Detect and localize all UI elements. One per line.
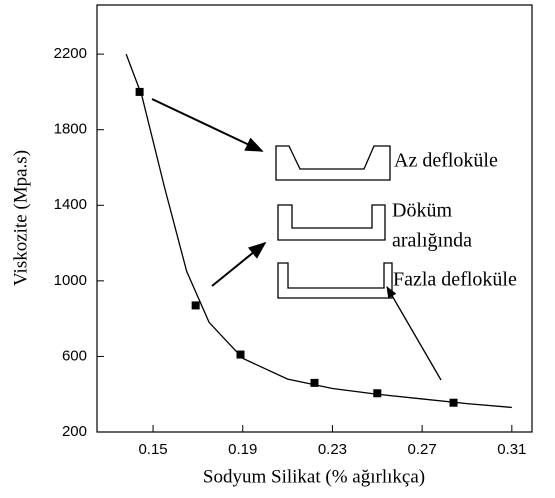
annotation: Fazla defloküle xyxy=(393,269,517,291)
data-point xyxy=(237,351,245,359)
data-point xyxy=(192,301,200,309)
annotation: Döküm xyxy=(392,200,452,222)
y-tick-label: 600 xyxy=(62,347,87,364)
arrow xyxy=(387,287,441,380)
chart: Sodyum Silikat (% ağırlıkça) Viskozite (… xyxy=(0,0,555,498)
y-tick-label: 1400 xyxy=(54,196,87,213)
mold-diagram xyxy=(278,263,392,298)
x-tick-label: 0.23 xyxy=(318,441,347,458)
annotation: aralığında xyxy=(392,230,472,252)
y-tick-label: 200 xyxy=(62,423,87,440)
x-axis-label: Sodyum Silikat (% ağırlıkça) xyxy=(203,466,425,487)
annotation: Az defloküle xyxy=(394,150,498,172)
mold-diagram xyxy=(276,146,390,180)
y-axis-label: Viskozite (Mpa.s) xyxy=(10,150,31,286)
plot-frame xyxy=(97,5,532,432)
arrow xyxy=(152,99,262,151)
x-tick-label: 0.27 xyxy=(408,441,437,458)
y-tick-label: 1800 xyxy=(54,121,87,138)
page: Sodyum Silikat (% ağırlıkça) Viskozite (… xyxy=(0,0,555,498)
x-tick-label: 0.19 xyxy=(228,441,257,458)
mold-diagram xyxy=(278,205,385,240)
y-tick-label: 2200 xyxy=(54,45,87,62)
arrow xyxy=(212,243,265,286)
x-tick-label: 0.31 xyxy=(497,441,526,458)
y-tick-label: 1000 xyxy=(54,272,87,289)
x-tick-label: 0.15 xyxy=(138,441,167,458)
